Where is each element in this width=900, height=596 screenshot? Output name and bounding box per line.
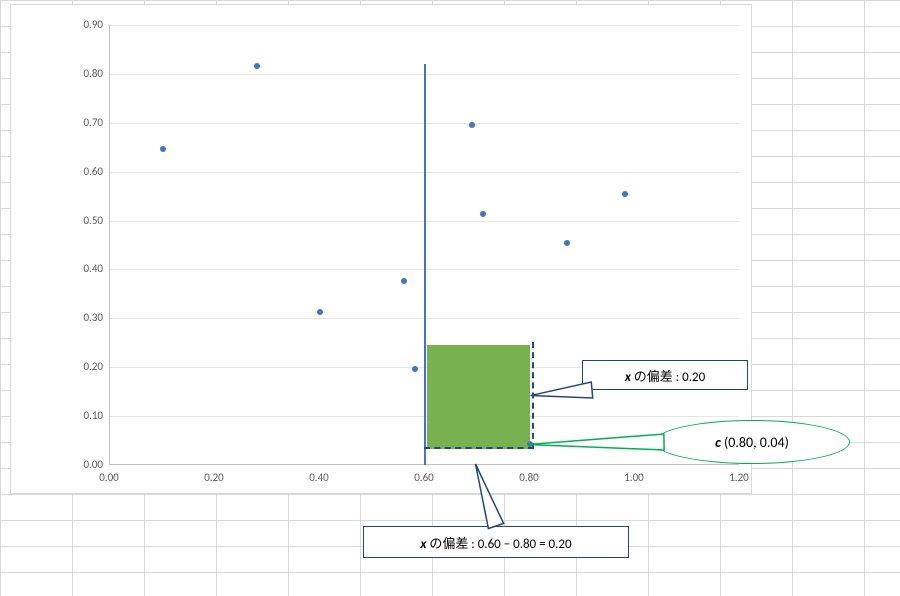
callout-tail-bot — [0, 0, 900, 596]
